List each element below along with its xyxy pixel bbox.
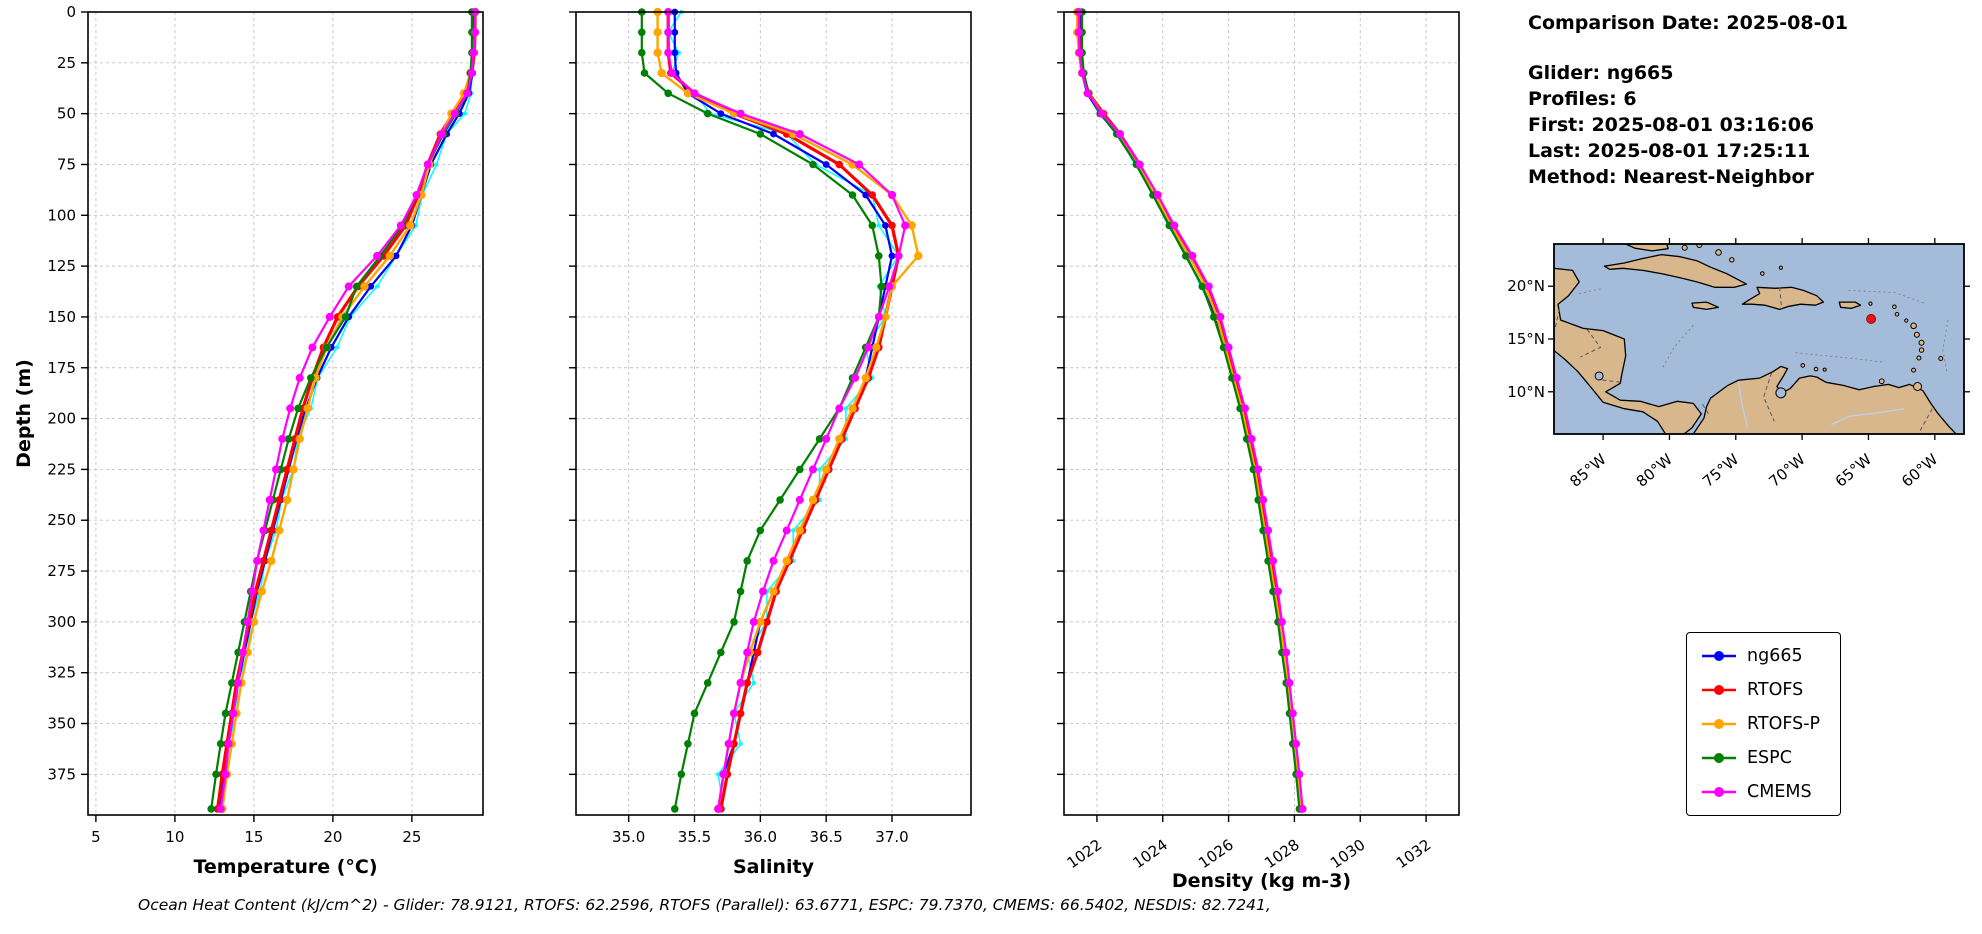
ohc-footer: Ocean Heat Content (kJ/cm^2) - Glider: 7… (138, 896, 1271, 914)
comparison-date: Comparison Date: 2025-08-01 (1528, 12, 1848, 34)
legend-item: ESPC (1701, 748, 1820, 768)
svg-text:36.0: 36.0 (744, 828, 777, 846)
svg-text:65°W: 65°W (1832, 450, 1875, 491)
svg-text:125: 125 (47, 257, 76, 275)
svg-text:35.5: 35.5 (678, 828, 711, 846)
svg-text:1024: 1024 (1129, 836, 1171, 873)
svg-text:Depth (m): Depth (m) (13, 359, 35, 468)
svg-text:20: 20 (323, 828, 342, 846)
glider-location-marker (1866, 314, 1877, 324)
svg-text:350: 350 (47, 715, 76, 733)
salinity-panel: 35.0 35.5 36.0 36.5 37.0 Salinity (496, 0, 986, 904)
svg-text:Temperature (°C): Temperature (°C) (193, 856, 377, 878)
svg-text:1032: 1032 (1393, 836, 1435, 873)
svg-text:Salinity: Salinity (733, 856, 815, 878)
legend-item: ng665 (1701, 646, 1820, 666)
metadata-block: Comparison Date: 2025-08-01 Glider: ng66… (1528, 10, 1848, 190)
legend-line-marker-icon (1702, 787, 1736, 797)
svg-text:15: 15 (244, 828, 263, 846)
svg-text:75: 75 (57, 155, 76, 173)
svg-text:35.0: 35.0 (612, 828, 645, 846)
svg-text:20°N: 20°N (1507, 277, 1545, 295)
svg-text:0: 0 (66, 3, 76, 21)
svg-text:50: 50 (57, 105, 76, 123)
legend-item: CMEMS (1701, 782, 1820, 802)
temperature-panel: 5 10 15 20 25 0 25 50 75 100 125 150 175 200 225 250 275… (8, 0, 498, 904)
legend-label: ng665 (1747, 646, 1803, 666)
last-profile-time: Last: 2025-08-01 17:25:11 (1528, 140, 1811, 162)
svg-text:5: 5 (91, 828, 101, 846)
svg-text:375: 375 (47, 765, 76, 783)
temperature-plot: 5 10 15 20 250255075100125150175200225250275… (13, 3, 484, 878)
legend-label: RTOFS (1747, 680, 1804, 700)
svg-text:Density (kg m-3): Density (kg m-3) (1172, 870, 1351, 892)
legend-line-marker-icon (1702, 651, 1736, 661)
svg-text:70°W: 70°W (1765, 450, 1808, 491)
legend-item: RTOFS-P (1701, 714, 1820, 734)
svg-text:300: 300 (47, 613, 76, 631)
svg-text:36.5: 36.5 (809, 828, 842, 846)
svg-text:25: 25 (57, 54, 76, 72)
legend: ng665 RTOFS RTOFS-P ESPC CMEMS (1686, 632, 1842, 816)
method: Method: Nearest-Neighbor (1528, 166, 1814, 188)
legend-label: RTOFS-P (1747, 714, 1821, 734)
svg-text:250: 250 (47, 511, 76, 529)
svg-text:85°W: 85°W (1566, 450, 1609, 491)
legend-label: ESPC (1747, 748, 1792, 768)
svg-text:25: 25 (402, 828, 421, 846)
legend-line-marker-icon (1702, 753, 1736, 763)
svg-text:75°W: 75°W (1699, 450, 1742, 491)
salinity-plot: 35.0 35.5 36.0 36.5 37.0 Salinity (569, 7, 972, 878)
svg-text:1026: 1026 (1195, 836, 1237, 873)
svg-text:15°N: 15°N (1507, 330, 1545, 348)
svg-text:225: 225 (47, 460, 76, 478)
svg-text:200: 200 (47, 410, 76, 428)
svg-text:175: 175 (47, 359, 76, 377)
svg-text:275: 275 (47, 562, 76, 580)
svg-text:37.0: 37.0 (875, 828, 908, 846)
metadata-spacer (1528, 36, 1848, 60)
density-panel: 1022 1024 1026 1028 1030 1032 Density (kg m-3) (984, 0, 1474, 904)
svg-text:1030: 1030 (1327, 836, 1369, 873)
profiles-count: Profiles: 6 (1528, 88, 1637, 110)
svg-text:10: 10 (165, 828, 184, 846)
svg-text:10°N: 10°N (1507, 383, 1545, 401)
svg-text:100: 100 (47, 206, 76, 224)
legend-line-marker-icon (1702, 685, 1736, 695)
map-inset: 85°W 80°W 75°W 70°W 65°W 60°W 20°N 15°N 10°N (1507, 238, 1970, 491)
legend-item: RTOFS (1701, 680, 1820, 700)
svg-text:60°W: 60°W (1898, 450, 1941, 491)
density-plot: 1022 1024 1026 1028 1030 1032 Density (kg m-3) (1057, 7, 1460, 892)
legend-label: CMEMS (1747, 782, 1812, 802)
legend-line-marker-icon (1702, 719, 1736, 729)
svg-text:80°W: 80°W (1633, 450, 1676, 491)
svg-text:325: 325 (47, 664, 76, 682)
svg-text:150: 150 (47, 308, 76, 326)
svg-text:1022: 1022 (1064, 836, 1106, 873)
map-panel: 85°W 80°W 75°W 70°W 65°W 60°W 20°N 15°N 10°N (1496, 238, 1978, 504)
glider-name: Glider: ng665 (1528, 62, 1674, 84)
svg-text:1028: 1028 (1261, 836, 1303, 873)
first-profile-time: First: 2025-08-01 03:16:06 (1528, 114, 1815, 136)
